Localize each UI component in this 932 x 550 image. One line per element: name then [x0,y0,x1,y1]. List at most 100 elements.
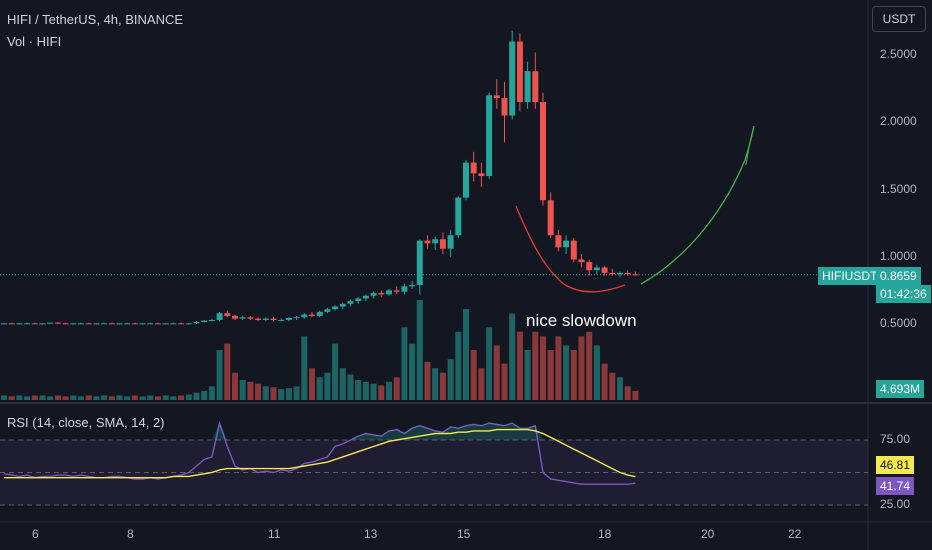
volume-bar [478,368,485,400]
candle [555,229,562,252]
price-tick-label: 1.5000 [880,181,917,196]
rsi-legend[interactable]: RSI (14, close, SMA, 14, 2) [7,415,165,430]
volume-bar [324,372,331,400]
candle [586,259,593,276]
symbol-legend[interactable]: HIFI / TetherUS, 4h, BINANCE [7,12,184,27]
volume-bar [78,396,84,400]
time-tick-label: 20 [701,527,715,541]
candle [316,310,323,318]
time-tick-label: 8 [127,527,134,541]
candle [324,307,331,314]
candle [101,322,108,325]
candle [339,302,346,310]
volume-bar [62,396,69,400]
candle-body [362,295,369,299]
candle-body [278,319,285,321]
volume-bar [316,377,323,400]
candle-body [516,41,523,103]
candle [147,322,154,325]
volume-bar [116,395,123,400]
candle-body [601,267,608,273]
candle [39,323,46,325]
candle [455,196,462,238]
candlestick-series [1,30,639,325]
candle-body [409,284,416,287]
candle-body [570,240,577,260]
candle [516,33,523,112]
volume-bar [39,395,46,400]
candle-body [16,323,23,325]
green-curve-tail [745,125,755,166]
volume-bar [463,309,469,400]
volume-bar [486,327,493,400]
candle-body [393,290,400,292]
candle-body [47,322,54,324]
candle-body [201,320,208,322]
candle-body [593,267,600,271]
volume-bar [232,372,238,400]
volume-bar [70,395,77,400]
rsi-sma-badge: 46.81 [876,456,915,474]
volume-bar [432,368,439,400]
candle-body [632,274,639,276]
rsi-badge: 41.74 [876,477,915,495]
volume-bar [193,392,200,400]
candle-body [224,313,231,316]
volume-bar [293,386,300,400]
volume-bar [355,380,362,400]
candle [239,315,246,320]
volume-bar [285,388,292,400]
candle-body [386,290,392,295]
annotation-text[interactable]: nice slowdown [526,311,637,330]
candle [193,321,200,324]
volume-bar [439,372,446,400]
last-price-badge: 0.8659 [876,267,921,285]
candle-body [493,95,500,99]
candle [139,323,146,325]
volume-bar [362,381,369,400]
candle-body [162,323,169,325]
time-tick-label: 11 [268,527,281,541]
candle-body [78,323,84,325]
time-tick-label: 22 [788,527,802,541]
volume-bar [632,390,639,400]
volume-bar [208,386,215,400]
candle [609,268,616,276]
time-tick-label: 18 [598,527,612,541]
volume-legend[interactable]: Vol · HIFI [7,34,62,49]
volume-bar [586,331,593,400]
candle [547,192,554,238]
volume-bar [131,395,138,400]
candle [617,271,623,277]
currency-button[interactable]: USDT [872,6,926,32]
candle-body [478,173,485,177]
volume-bar [563,345,570,400]
candle-body [170,323,177,325]
candle [493,79,500,109]
volume-bar [1,395,7,400]
candle-body [609,272,616,275]
volume-bar [570,350,577,400]
volume-bar [409,343,416,400]
volume-bar [547,350,554,400]
candle-body [255,318,262,320]
volume-bar [493,345,500,400]
candle [93,323,100,325]
candle-body [262,318,269,320]
volume-bar [147,395,154,400]
candle [432,236,439,251]
candle [262,317,269,322]
volume-bar [170,396,177,400]
volume-bar [532,331,539,400]
candle-body [208,319,215,321]
candle [54,321,61,324]
candle [24,322,31,325]
candle-body [401,286,408,292]
volume-bar [201,390,208,400]
candle [593,264,600,275]
candle-body [124,323,131,325]
red-curve-drawing [515,205,626,293]
volume-bar [216,350,223,400]
candle [78,322,84,325]
